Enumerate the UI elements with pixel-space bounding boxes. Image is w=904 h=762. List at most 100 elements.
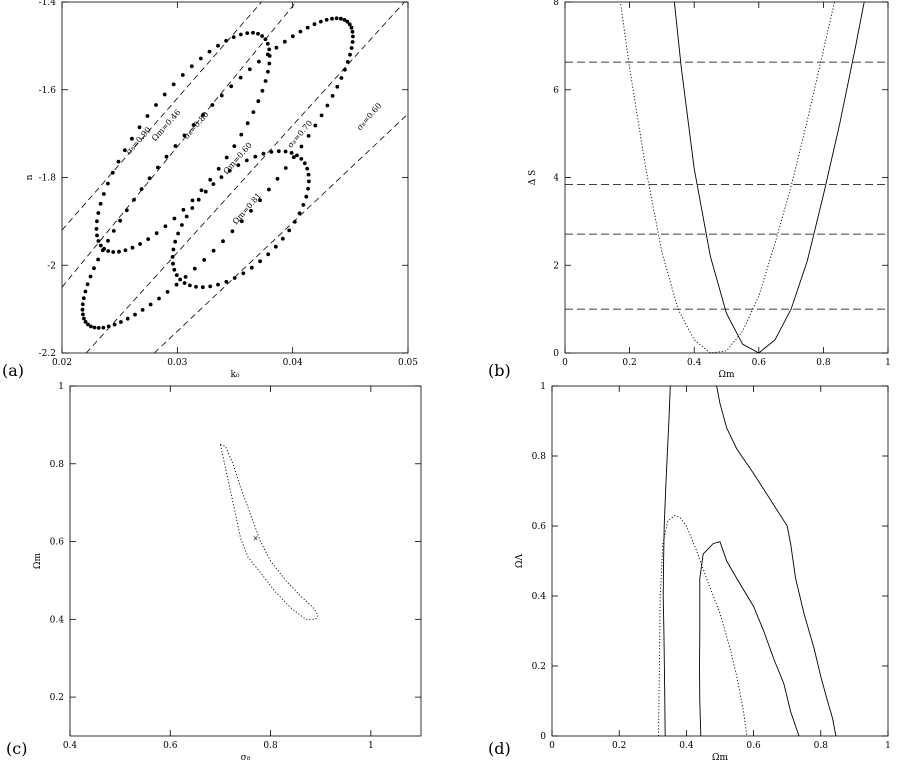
data-point: [180, 73, 185, 77]
data-point: [101, 192, 106, 196]
data-point: [283, 149, 288, 154]
y-tick-label: 6: [553, 86, 559, 96]
data-point: [123, 248, 128, 253]
sigma8-dashed-line: [62, 2, 297, 288]
data-point: [106, 181, 110, 186]
y-tick-label: 8: [553, 0, 559, 8]
data-point: [307, 179, 311, 184]
data-point: [343, 67, 347, 72]
data-point: [188, 283, 192, 288]
y-tick-label: 0.2: [50, 693, 64, 703]
data-point: [178, 277, 183, 282]
data-point: [289, 151, 294, 155]
annotation: Ωm=0.81: [231, 191, 263, 226]
data-point: [96, 239, 101, 243]
panel-label-d: (d): [488, 739, 511, 758]
data-point: [173, 239, 178, 244]
data-point: [334, 16, 339, 21]
data-point: [265, 41, 270, 46]
data-point: [330, 16, 334, 21]
data-point: [232, 144, 237, 149]
data-point: [216, 43, 220, 48]
data-point: [302, 161, 307, 166]
annotation: σ₈=0.80: [182, 110, 211, 141]
data-point: [80, 307, 85, 312]
annotation: σ₈=0.90: [124, 125, 153, 156]
data-point: [299, 144, 304, 149]
data-point: [138, 242, 143, 246]
data-point: [260, 34, 264, 38]
data-point: [297, 211, 302, 216]
data-point: [249, 208, 253, 213]
data-point: [165, 290, 170, 294]
panel-b: 0 0.2 0.4 0.6 0.8 1 0 2 4 6 8 Ωm Δ S: [528, 0, 891, 380]
plot-area: [565, 2, 888, 353]
data-point: [80, 302, 85, 307]
data-point: [198, 56, 203, 61]
data-point: [106, 324, 111, 329]
plot-frame: [564, 1, 889, 354]
data-point: [181, 207, 186, 212]
x-axis-label: k₀: [230, 370, 239, 380]
data-point: [130, 245, 135, 250]
data-point: [192, 266, 197, 271]
data-point: [301, 203, 306, 207]
x-tick-label: 0.8: [263, 741, 278, 751]
data-point: [292, 220, 297, 224]
data-point: [256, 99, 261, 104]
data-point: [261, 151, 266, 156]
data-point: [81, 312, 85, 317]
plot-area: [62, 2, 408, 353]
data-point: [170, 255, 175, 259]
data-point: [224, 155, 229, 160]
panel-label-a: (a): [2, 361, 24, 380]
data-point: [95, 219, 99, 224]
data-point: [130, 136, 134, 141]
y-tick-label: -2: [47, 261, 56, 271]
data-point: [174, 282, 179, 287]
data-point: [123, 148, 127, 153]
data-point: [96, 326, 101, 330]
data-point: [349, 46, 354, 50]
y-axis-label: ΩΛ: [515, 554, 525, 568]
data-point: [88, 274, 93, 279]
x-tick-label: 0.4: [679, 741, 694, 751]
data-point: [171, 261, 175, 266]
contour-solid: [699, 541, 800, 736]
data-point: [183, 275, 188, 279]
data-point: [124, 208, 129, 213]
x-tick-label: 0.2: [622, 358, 636, 368]
data-point: [267, 47, 272, 52]
data-point: [216, 166, 221, 171]
data-point: [83, 320, 88, 324]
sigma8-dashed-line: [62, 2, 262, 231]
data-point: [98, 243, 103, 248]
data-point: [236, 163, 241, 168]
data-point: [241, 271, 246, 276]
data-point: [118, 218, 122, 223]
data-point: [154, 103, 158, 107]
x-axis-label: Ωm: [719, 370, 735, 380]
x-tick-label: 0.8: [816, 358, 831, 368]
data-point: [253, 154, 258, 159]
x-tick-label: 0: [549, 741, 555, 751]
data-point: [265, 52, 270, 57]
contour-solid: [716, 386, 837, 736]
data-point: [224, 279, 229, 284]
data-point: [148, 302, 153, 307]
x-tick-label: 0.02: [52, 358, 72, 368]
data-point: [232, 276, 237, 280]
data-point: [201, 113, 205, 117]
data-point: [339, 76, 344, 80]
data-point: [231, 35, 236, 39]
data-point: [174, 273, 179, 277]
data-point: [132, 197, 136, 202]
y-tick-label: 0.8: [532, 452, 547, 462]
data-point: [313, 123, 318, 128]
data-point: [224, 38, 229, 43]
data-point: [221, 239, 225, 244]
data-point: [350, 40, 355, 44]
x-tick-label: 0.2: [612, 741, 626, 751]
data-point: [119, 320, 123, 324]
data-point: [229, 84, 234, 89]
